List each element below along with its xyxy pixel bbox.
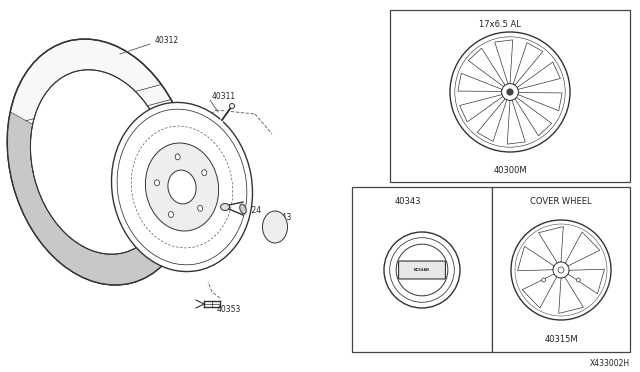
Bar — [492, 187, 630, 352]
Text: 40300: 40300 — [165, 121, 189, 129]
Ellipse shape — [221, 203, 230, 211]
Ellipse shape — [262, 211, 287, 243]
Text: 40343: 40343 — [268, 212, 292, 221]
Circle shape — [230, 103, 234, 109]
Text: 40315M: 40315M — [544, 336, 578, 344]
Text: 40353: 40353 — [217, 305, 241, 314]
Ellipse shape — [168, 212, 173, 218]
Text: 40224: 40224 — [238, 205, 262, 215]
Ellipse shape — [175, 154, 180, 160]
Text: 40300M: 40300M — [493, 166, 527, 174]
Circle shape — [577, 278, 580, 282]
Circle shape — [541, 278, 546, 282]
Ellipse shape — [111, 102, 253, 272]
Circle shape — [506, 89, 513, 96]
Text: 40312: 40312 — [155, 35, 179, 45]
Text: 40311: 40311 — [212, 92, 236, 100]
Ellipse shape — [7, 39, 193, 285]
Text: NISSAN: NISSAN — [414, 268, 430, 272]
Text: 17x6.5 AL: 17x6.5 AL — [479, 19, 521, 29]
Ellipse shape — [240, 204, 246, 214]
Text: X433002H: X433002H — [590, 359, 630, 369]
Ellipse shape — [155, 180, 159, 186]
Bar — [352, 187, 492, 352]
Ellipse shape — [202, 170, 207, 176]
Text: 40300P: 40300P — [165, 131, 194, 140]
Circle shape — [396, 244, 448, 296]
Ellipse shape — [31, 70, 170, 254]
Text: COVER WHEEL: COVER WHEEL — [530, 196, 592, 205]
Ellipse shape — [198, 205, 203, 211]
Ellipse shape — [168, 170, 196, 204]
Polygon shape — [7, 112, 191, 285]
Text: 40343: 40343 — [395, 196, 421, 205]
FancyBboxPatch shape — [399, 261, 445, 279]
Ellipse shape — [145, 143, 219, 231]
Circle shape — [553, 262, 569, 278]
Circle shape — [502, 84, 518, 100]
Bar — [390, 10, 630, 182]
Circle shape — [558, 267, 564, 273]
